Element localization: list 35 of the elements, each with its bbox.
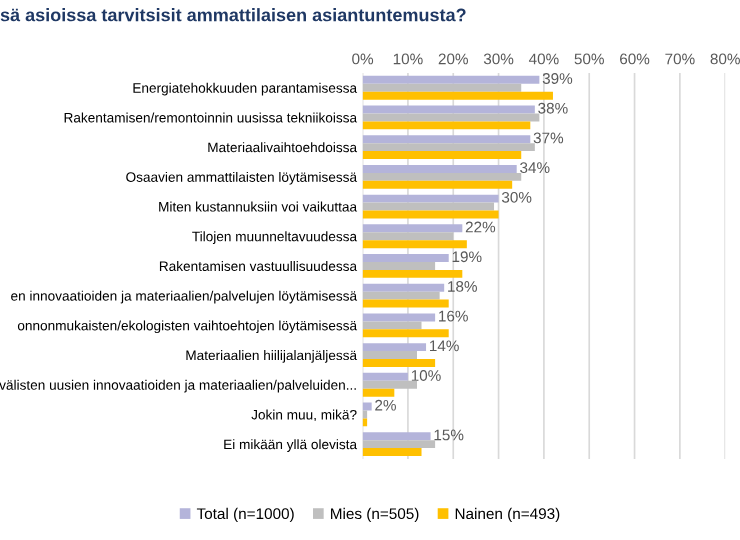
- bar: [362, 448, 422, 457]
- bar: [362, 313, 436, 322]
- bar: [362, 164, 517, 173]
- bar: [362, 343, 427, 352]
- bar: [362, 113, 540, 122]
- bar: [362, 380, 417, 389]
- bar: [362, 232, 454, 241]
- bar: [362, 432, 431, 441]
- bar: [362, 202, 495, 211]
- bar: [362, 194, 499, 203]
- bar: [362, 143, 535, 152]
- bar: [362, 75, 540, 84]
- bar: [362, 135, 531, 144]
- bar: [362, 172, 522, 181]
- bar: [362, 224, 463, 233]
- bar: [362, 299, 449, 308]
- bar: [362, 440, 436, 449]
- bar: [362, 388, 395, 397]
- bar: [362, 329, 449, 338]
- bar: [362, 83, 522, 92]
- bar: [362, 180, 513, 189]
- bar: [362, 261, 436, 270]
- bar: [362, 254, 449, 262]
- bar: [362, 269, 463, 278]
- bar: [362, 121, 531, 130]
- bar: [362, 321, 422, 330]
- bar: [362, 351, 417, 360]
- bar: [362, 240, 467, 249]
- bar: [362, 151, 522, 160]
- bar: [362, 91, 553, 100]
- chart-title: sä asioissa tarvitsisit ammattilaisen asiantuntemusta?: [0, 8, 466, 22]
- bar: [362, 359, 436, 367]
- bar: [362, 283, 445, 292]
- bar: [362, 372, 408, 381]
- bar: [362, 291, 440, 300]
